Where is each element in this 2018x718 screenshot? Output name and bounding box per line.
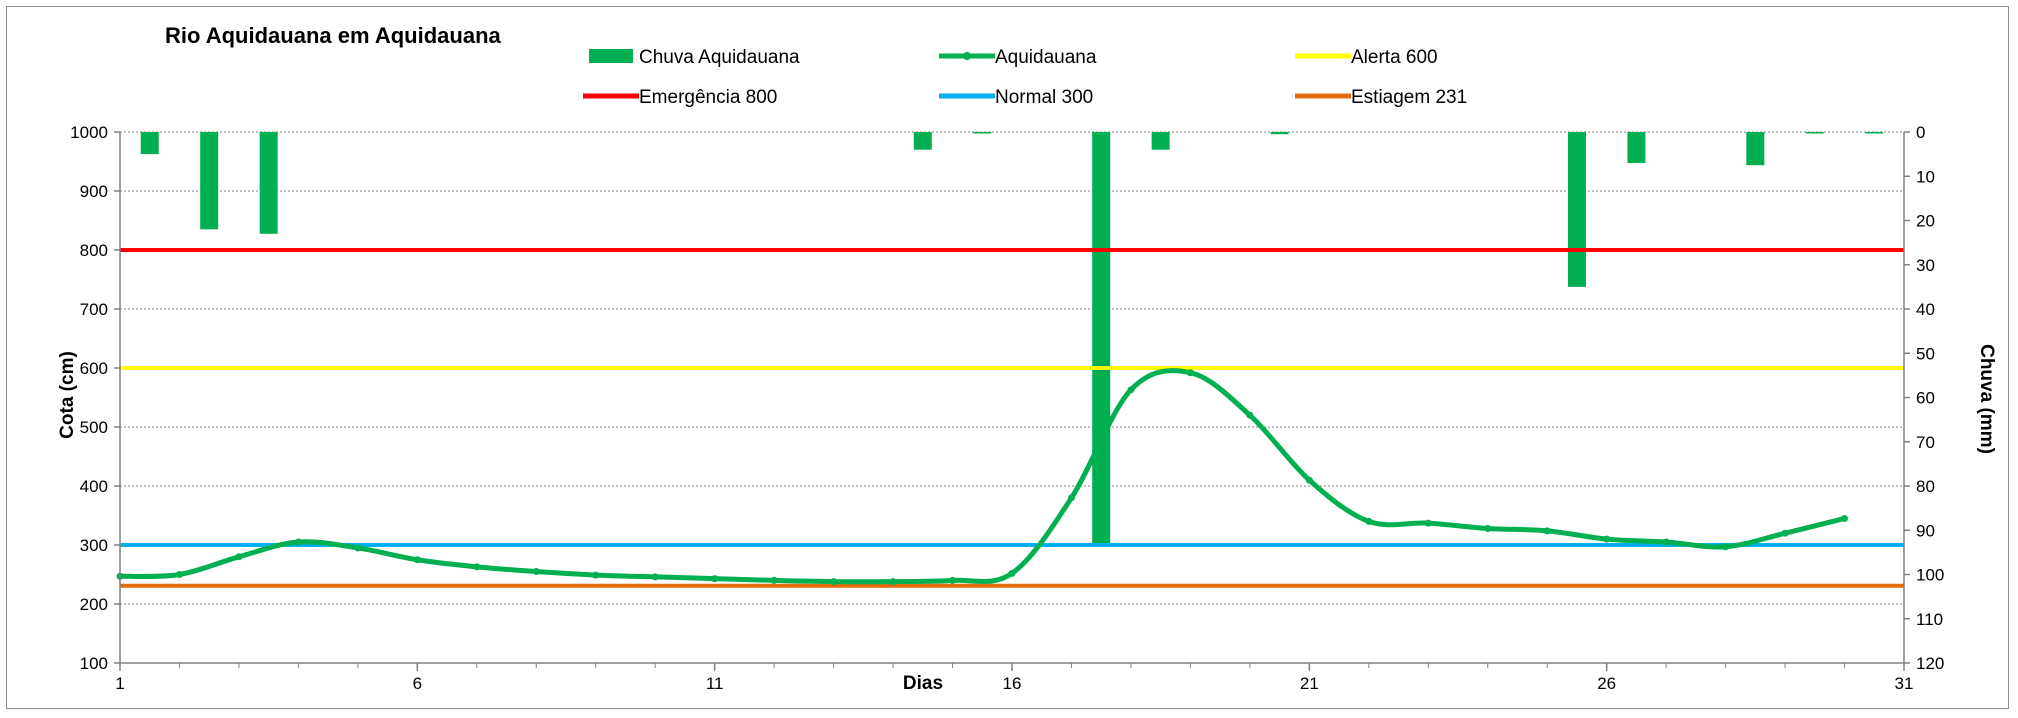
level-point [889, 578, 897, 586]
level-point [1722, 543, 1730, 551]
y-right-tick-label: 70 [1916, 433, 1935, 452]
legend-swatch-marker [963, 52, 971, 60]
x-tick-label: 21 [1300, 674, 1319, 693]
level-point [1008, 569, 1016, 577]
level-point [354, 544, 362, 552]
axes: 100 200 300 400 500 600 700 800 900 1000 0 10 20 30 40… [70, 123, 1944, 693]
level-point [1424, 519, 1432, 527]
level-point [1305, 476, 1313, 484]
legend-label: Alerta 600 [1351, 47, 1438, 68]
legend-swatch [589, 49, 633, 63]
x-tick-label: 26 [1597, 674, 1616, 693]
rain-bar [1805, 132, 1824, 134]
level-point [1662, 538, 1670, 546]
y-right-tick-label: 20 [1916, 212, 1935, 231]
level-point [473, 563, 481, 571]
rain-bar [1627, 132, 1646, 163]
level-point [532, 568, 540, 576]
rain-bar [1746, 132, 1765, 166]
level-point [1543, 527, 1551, 535]
x-tick-label: 11 [706, 674, 724, 693]
level-point [1067, 494, 1075, 502]
chart-frame: 100 200 300 400 500 600 700 800 900 1000 0 10 20 30 40… [6, 6, 2009, 709]
level-point [1246, 411, 1254, 419]
y-right-tick-label: 110 [1916, 610, 1943, 629]
y-right-tick-label: 30 [1916, 256, 1935, 275]
level-point [1484, 524, 1492, 532]
chart-svg: 100 200 300 400 500 600 700 800 900 1000 0 10 20 30 40… [57, 23, 1997, 694]
y-left-axis-title: Cota (cm) [57, 351, 78, 439]
level-series [116, 368, 1849, 586]
x-tick-label: 1 [115, 674, 124, 693]
level-point [175, 571, 183, 578]
x-tick-label: 16 [1003, 674, 1022, 693]
y-left-tick-label: 900 [80, 182, 108, 201]
legend-label: Estiagem 231 [1351, 87, 1467, 108]
y-right-tick-label: 10 [1916, 167, 1935, 186]
y-right-tick-label: 120 [1916, 654, 1944, 673]
level-point [711, 575, 719, 583]
y-left-tick-label: 100 [80, 654, 108, 673]
rain-bar [140, 132, 159, 155]
y-right-tick-label: 50 [1916, 344, 1935, 363]
level-point [592, 571, 600, 579]
level-point [1603, 535, 1611, 543]
rain-bar [973, 132, 992, 134]
legend-label: Normal 300 [995, 87, 1093, 108]
legend: Chuva Aquidauana Aquidauana Alerta 600 Emer… [583, 47, 1467, 108]
y-right-tick-label: 90 [1916, 521, 1935, 540]
y-left-tick-label: 400 [80, 477, 108, 496]
y-left-tick-label: 1000 [70, 123, 108, 142]
y-right-tick-label: 40 [1916, 300, 1935, 319]
y-right-tick-label: 100 [1916, 566, 1944, 585]
rain-bar [1092, 132, 1111, 544]
y-right-axis-title: Chuva (mm) [1976, 344, 1997, 454]
level-point [1186, 369, 1194, 377]
chart-title: Rio Aquidauana em Aquidauana [165, 23, 502, 48]
rain-bar [1865, 132, 1884, 134]
grid-lines [120, 131, 1904, 664]
rain-bar [259, 132, 278, 234]
level-point [294, 538, 302, 546]
y-left-tick-label: 800 [80, 241, 108, 260]
y-right-tick-label: 0 [1916, 123, 1925, 142]
y-left-tick-label: 300 [80, 536, 108, 555]
y-right-tick-label: 80 [1916, 477, 1935, 496]
x-tick-label: 6 [413, 674, 422, 693]
level-line [119, 368, 1846, 585]
x-tick-label: 31 [1895, 674, 1914, 693]
level-point [949, 576, 957, 584]
y-right-tick-label: 60 [1916, 389, 1935, 408]
y-left-tick-label: 200 [80, 595, 108, 614]
rain-bars [140, 132, 1884, 544]
level-point [1781, 529, 1789, 537]
legend-label: Aquidauana [995, 47, 1097, 68]
rain-bar [1151, 132, 1170, 150]
rain-bar [1270, 132, 1289, 135]
rain-bar [913, 132, 932, 150]
level-point [1841, 514, 1849, 522]
rain-bar [1567, 132, 1586, 287]
legend-label: Chuva Aquidauana [639, 47, 800, 68]
y-left-tick-label: 500 [80, 418, 108, 437]
y-left-tick-label: 700 [80, 300, 108, 319]
level-point [413, 556, 421, 564]
level-point [830, 578, 838, 586]
level-point [235, 553, 243, 561]
reference-lines [120, 248, 1904, 588]
y-left-tick-label: 600 [80, 359, 108, 378]
level-point [1365, 517, 1373, 525]
level-point [1127, 386, 1135, 394]
level-point [651, 573, 659, 581]
x-axis-title: Dias [903, 673, 943, 694]
level-point [770, 576, 778, 584]
legend-label: Emergência 800 [639, 87, 777, 108]
rain-bar [200, 132, 219, 230]
